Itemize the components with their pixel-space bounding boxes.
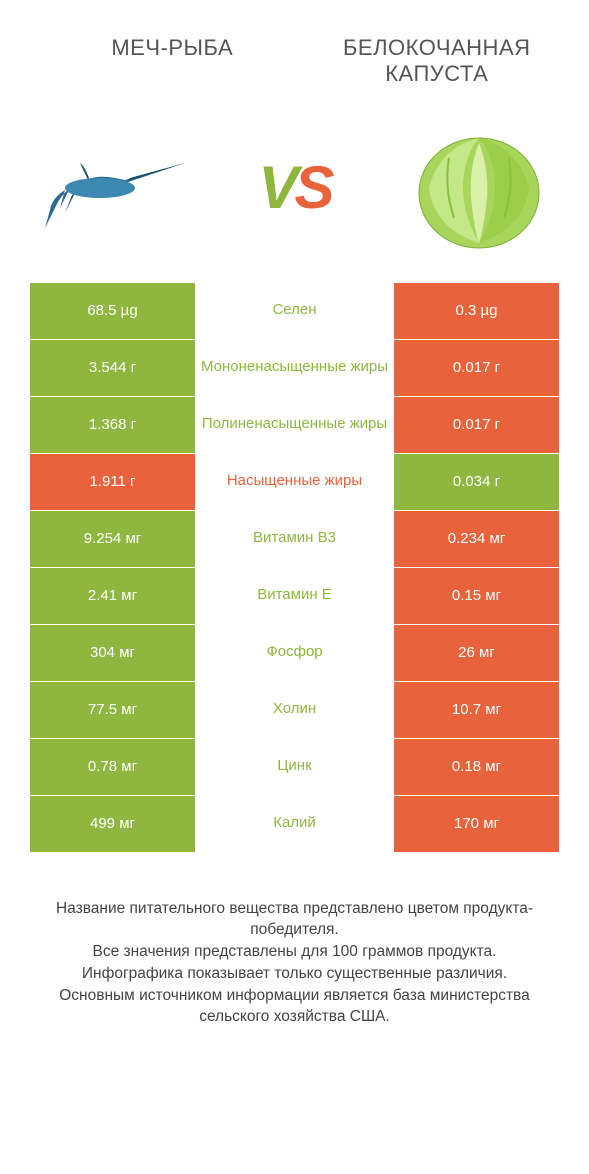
footer-line-1: Название питательного вещества представл… bbox=[25, 898, 564, 941]
table-row: 304 мгФосфор26 мг bbox=[30, 625, 559, 682]
value-left: 77.5 мг bbox=[30, 682, 195, 738]
table-row: 3.544 гМононенасыщенные жиры0.017 г bbox=[30, 340, 559, 397]
value-right: 0.15 мг bbox=[394, 568, 559, 624]
value-left: 1.368 г bbox=[30, 397, 195, 453]
table-row: 499 мгКалий170 мг bbox=[30, 796, 559, 853]
vs-s: S bbox=[295, 154, 331, 221]
swordfish-image bbox=[30, 118, 190, 258]
value-right: 26 мг bbox=[394, 625, 559, 681]
nutrient-name: Калий bbox=[195, 796, 394, 852]
header: МЕЧ-РЫБА БЕЛОКОЧАННАЯ КАПУСТА bbox=[0, 0, 589, 103]
table-row: 68.5 µgСелен0.3 µg bbox=[30, 283, 559, 340]
value-right: 170 мг bbox=[394, 796, 559, 852]
value-right: 0.034 г bbox=[394, 454, 559, 510]
footer: Название питательного вещества представл… bbox=[0, 853, 589, 1028]
value-left: 3.544 г bbox=[30, 340, 195, 396]
value-left: 2.41 мг bbox=[30, 568, 195, 624]
vs-v: V bbox=[258, 154, 294, 221]
nutrient-name: Полиненасыщенные жиры bbox=[195, 397, 394, 453]
table-row: 9.254 мгВитамин B30.234 мг bbox=[30, 511, 559, 568]
table-row: 1.368 гПолиненасыщенные жиры0.017 г bbox=[30, 397, 559, 454]
value-left: 0.78 мг bbox=[30, 739, 195, 795]
table-row: 2.41 мгВитамин E0.15 мг bbox=[30, 568, 559, 625]
value-left: 499 мг bbox=[30, 796, 195, 852]
images-row: VS bbox=[0, 103, 589, 283]
title-left: МЕЧ-РЫБА bbox=[20, 35, 305, 88]
value-right: 0.3 µg bbox=[394, 283, 559, 339]
nutrient-name: Насыщенные жиры bbox=[195, 454, 394, 510]
value-left: 1.911 г bbox=[30, 454, 195, 510]
cabbage-image bbox=[399, 118, 559, 258]
table-row: 0.78 мгЦинк0.18 мг bbox=[30, 739, 559, 796]
nutrient-name: Витамин E bbox=[195, 568, 394, 624]
footer-line-3: Инфографика показывает только существенн… bbox=[25, 963, 564, 985]
value-right: 0.234 мг bbox=[394, 511, 559, 567]
value-left: 68.5 µg bbox=[30, 283, 195, 339]
comparison-table: 68.5 µgСелен0.3 µg3.544 гМононенасыщенны… bbox=[0, 283, 589, 853]
table-row: 1.911 гНасыщенные жиры0.034 г bbox=[30, 454, 559, 511]
footer-line-4: Основным источником информации является … bbox=[25, 985, 564, 1028]
nutrient-name: Холин bbox=[195, 682, 394, 738]
vs-label: VS bbox=[258, 153, 330, 222]
nutrient-name: Цинк bbox=[195, 739, 394, 795]
value-right: 0.18 мг bbox=[394, 739, 559, 795]
title-right: БЕЛОКОЧАННАЯ КАПУСТА bbox=[305, 35, 570, 88]
nutrient-name: Фосфор bbox=[195, 625, 394, 681]
value-left: 9.254 мг bbox=[30, 511, 195, 567]
footer-line-2: Все значения представлены для 100 граммо… bbox=[25, 941, 564, 963]
nutrient-name: Селен bbox=[195, 283, 394, 339]
value-right: 0.017 г bbox=[394, 397, 559, 453]
value-right: 10.7 мг bbox=[394, 682, 559, 738]
nutrient-name: Мононенасыщенные жиры bbox=[195, 340, 394, 396]
table-row: 77.5 мгХолин10.7 мг bbox=[30, 682, 559, 739]
nutrient-name: Витамин B3 bbox=[195, 511, 394, 567]
value-right: 0.017 г bbox=[394, 340, 559, 396]
value-left: 304 мг bbox=[30, 625, 195, 681]
